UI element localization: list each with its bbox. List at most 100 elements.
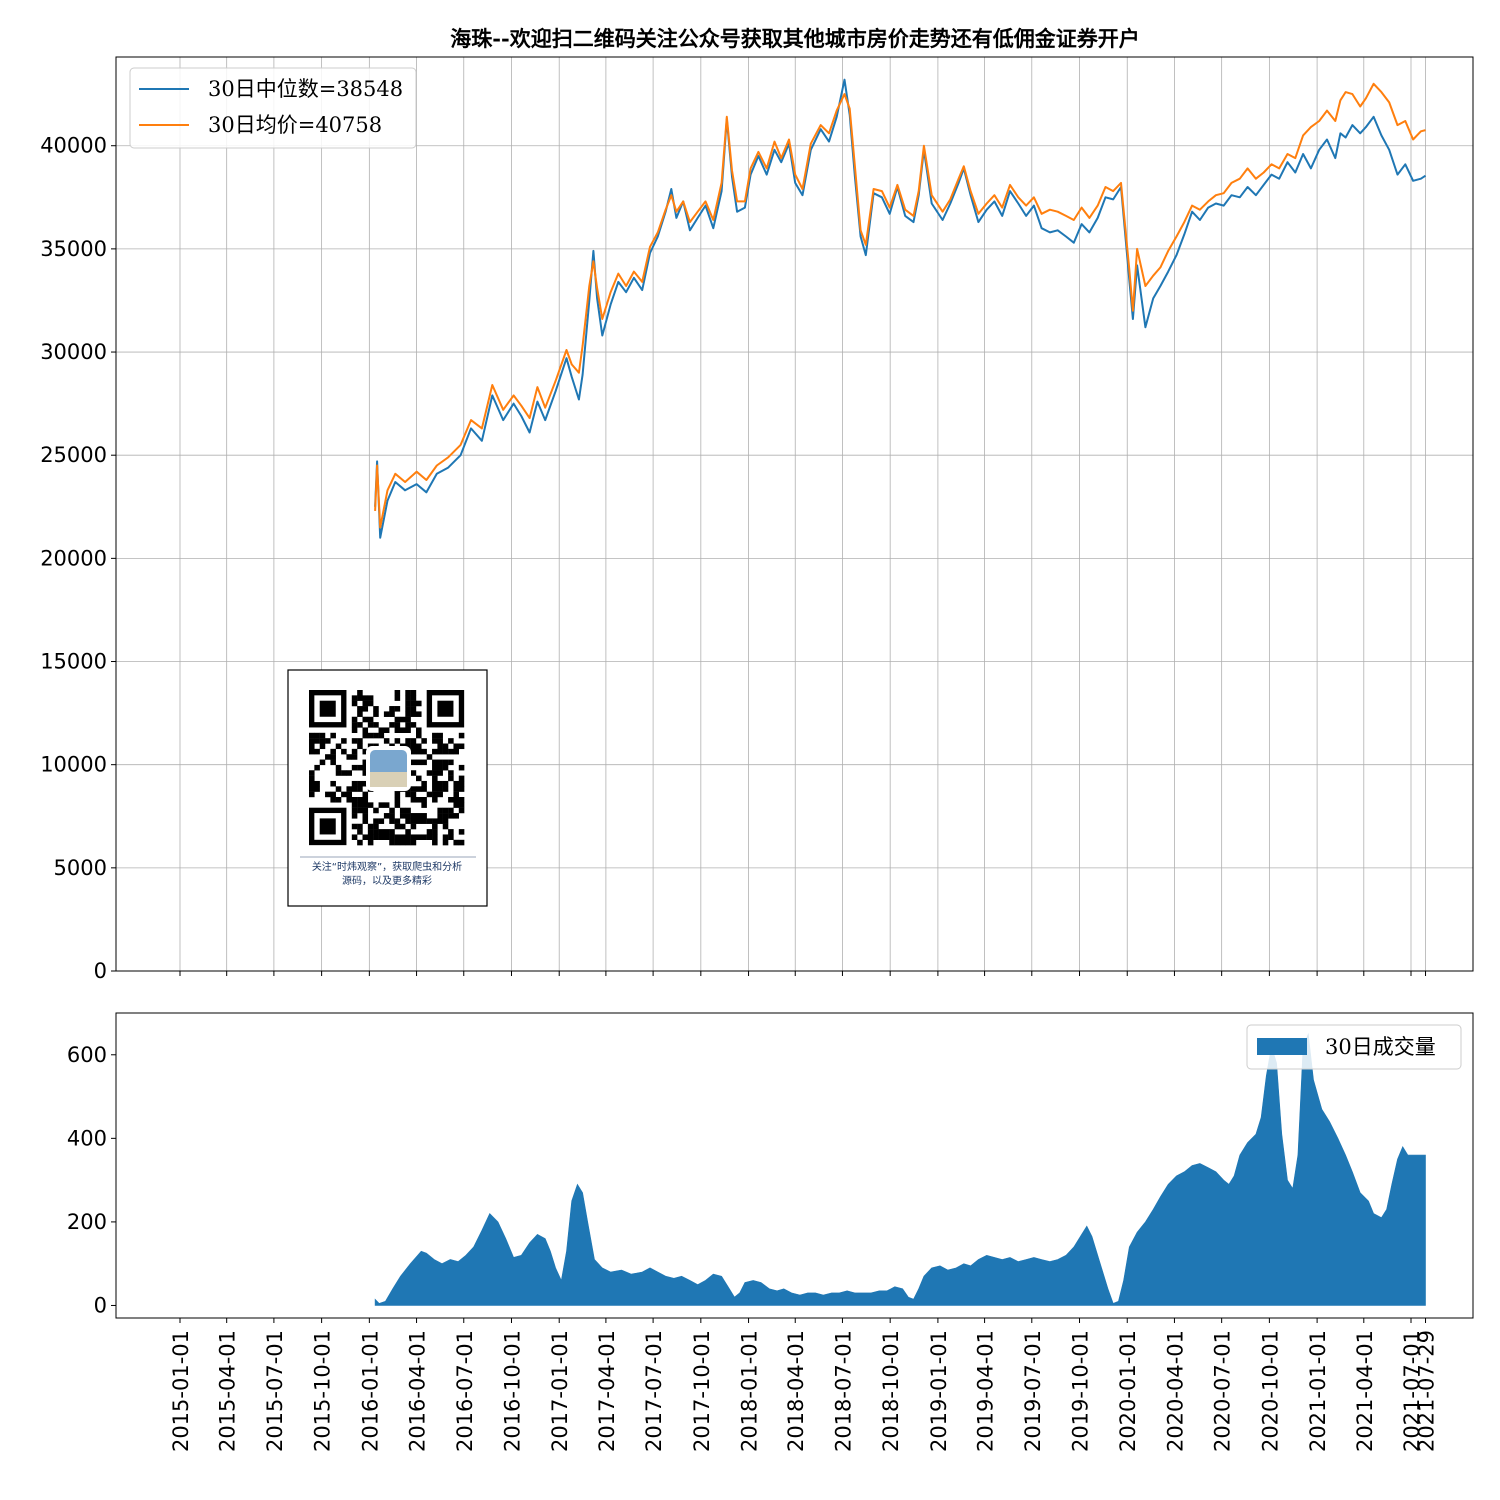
qr-module <box>437 738 443 744</box>
qr-module <box>362 732 369 739</box>
qr-module <box>383 834 390 840</box>
qr-module <box>373 711 379 717</box>
qr-module <box>416 797 422 803</box>
qr-module <box>319 743 326 750</box>
qr-module <box>389 722 395 728</box>
qr-module <box>341 770 347 776</box>
qr-module <box>373 834 379 840</box>
qr-module <box>378 834 385 840</box>
qr-module <box>416 786 422 792</box>
qr-module <box>367 716 374 723</box>
qr-card: 关注“时炜观察”，获取爬虫和分析 源码，以及更多精彩 <box>287 669 488 907</box>
qr-module <box>309 748 315 755</box>
qr-module <box>405 695 411 701</box>
qr-module <box>351 764 358 771</box>
top-y-tick-label: 25000 <box>40 443 107 467</box>
qr-module <box>399 839 406 846</box>
qr-module <box>410 706 417 712</box>
qr-module <box>442 818 449 824</box>
qr-module <box>432 791 438 798</box>
qr-module <box>383 829 390 835</box>
qr-module <box>373 807 379 814</box>
bottom-x-tick-label: 2016-04-01 <box>406 1330 430 1452</box>
qr-module <box>389 818 395 824</box>
qr-module <box>325 738 331 744</box>
bottom-x-tick-label: 2016-07-01 <box>453 1330 477 1452</box>
qr-module <box>448 748 454 755</box>
legend-label-average: 30日均价=40758 <box>208 113 382 137</box>
qr-module <box>341 738 347 744</box>
qr-module <box>346 791 352 798</box>
qr-module <box>458 829 465 835</box>
qr-module <box>351 754 358 760</box>
qr-module <box>367 695 374 701</box>
qr-module <box>410 759 417 766</box>
top-y-tick-label: 5000 <box>54 856 107 880</box>
qr-module <box>394 706 401 712</box>
qr-module <box>362 780 369 787</box>
bottom-x-tick-label: 2015-07-01 <box>263 1330 287 1452</box>
qr-module <box>426 770 433 776</box>
qr-module <box>357 764 363 771</box>
qr-module <box>362 807 369 814</box>
top-legend: 30日中位数=38548 30日均价=40758 <box>129 67 417 149</box>
top-grid <box>116 57 1473 972</box>
qr-module <box>389 839 395 846</box>
qr-module <box>405 829 411 835</box>
qr-module <box>309 786 315 792</box>
qr-module <box>373 829 379 835</box>
qr-module <box>357 695 363 701</box>
bottom-x-tick-label: 2015-10-01 <box>311 1330 335 1452</box>
qr-module <box>362 748 369 755</box>
qr-module <box>399 727 406 733</box>
qr-module <box>346 797 352 803</box>
qr-module <box>437 732 443 739</box>
qr-module <box>346 754 352 760</box>
qr-module <box>383 802 390 808</box>
qr-module <box>383 813 390 819</box>
bottom-x-tick-label: 2019-10-01 <box>1069 1330 1093 1452</box>
qr-module <box>394 834 401 840</box>
qr-module <box>378 818 385 824</box>
qr-module <box>437 807 443 814</box>
qr-module <box>362 834 369 840</box>
top-y-tick-label: 30000 <box>40 340 107 364</box>
qr-module <box>437 764 443 771</box>
qr-module <box>448 829 454 835</box>
bottom-x-tick-label: 2017-07-01 <box>642 1330 666 1452</box>
qr-module <box>389 813 395 819</box>
qr-module <box>309 738 315 744</box>
qr-code-icon <box>309 690 465 846</box>
qr-module <box>453 748 459 755</box>
qr-module <box>362 759 369 766</box>
qr-module <box>330 759 336 766</box>
qr-module <box>426 834 433 840</box>
qr-module <box>432 770 438 776</box>
qr-module <box>314 780 320 787</box>
qr-module <box>367 823 374 830</box>
qr-module <box>330 780 336 787</box>
bottom-y-tick-label: 0 <box>94 1293 107 1317</box>
qr-module <box>432 732 438 739</box>
qr-module <box>351 722 358 728</box>
qr-module <box>357 711 363 717</box>
qr-module <box>373 732 379 739</box>
qr-module <box>448 759 454 766</box>
qr-module <box>410 839 417 846</box>
qr-module <box>314 764 320 771</box>
qr-module <box>394 818 401 824</box>
qr-module <box>314 786 320 792</box>
qr-module <box>341 748 347 755</box>
qr-module <box>442 780 449 787</box>
bottom-x-tick-label: 2017-10-01 <box>690 1330 714 1452</box>
top-y-tick-label: 15000 <box>40 650 107 674</box>
qr-module <box>442 786 449 792</box>
bottom-y-axis: 0 200 400 600 <box>67 1043 116 1317</box>
qr-module <box>383 711 390 717</box>
bottom-x-tick-label: 2021-07-29 <box>1415 1330 1439 1452</box>
qr-module <box>416 743 422 750</box>
qr-module <box>437 759 443 766</box>
qr-module <box>330 732 336 739</box>
qr-module <box>437 813 443 819</box>
bottom-x-tick-label: 2020-07-01 <box>1211 1330 1235 1452</box>
